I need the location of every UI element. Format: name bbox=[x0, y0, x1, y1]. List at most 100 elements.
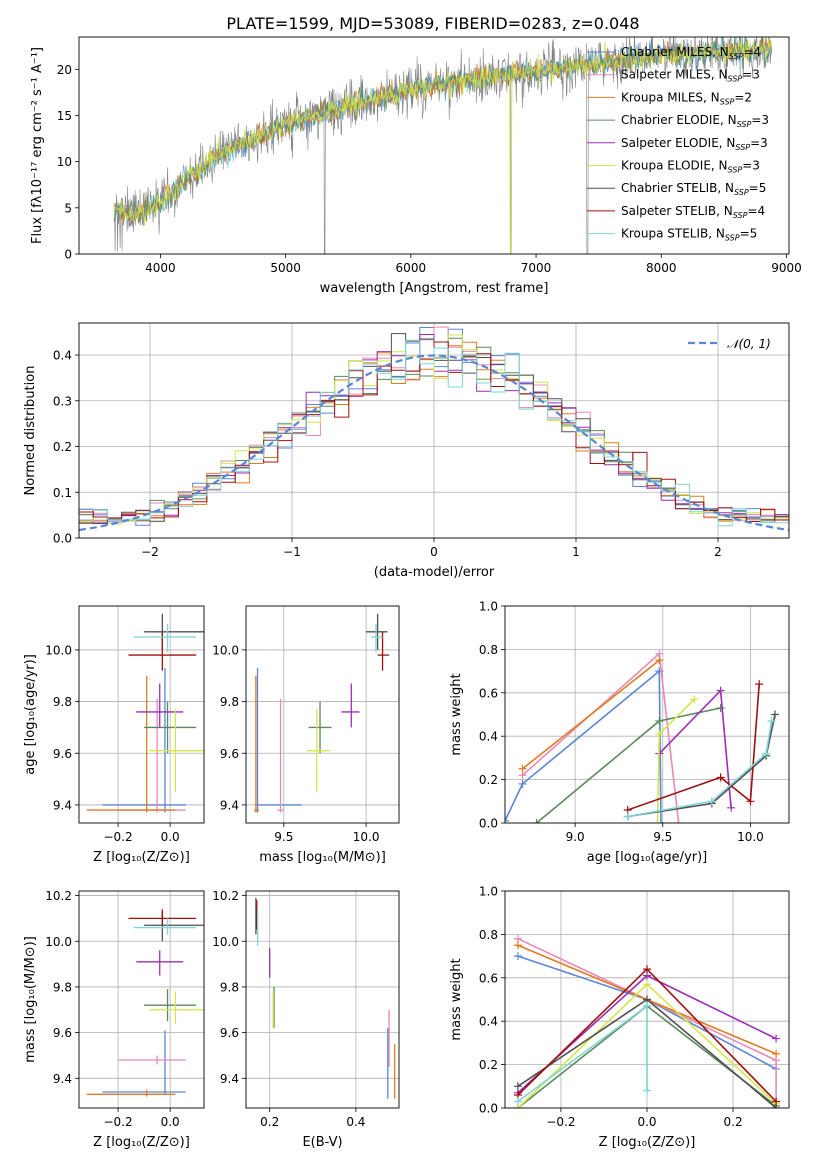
series-line-kroupa_stelib bbox=[517, 1004, 648, 1103]
x-tick-label: 10.0 bbox=[353, 830, 380, 844]
point-marker-chabrier_stelib bbox=[513, 1082, 522, 1091]
series-line-chabrier_stelib bbox=[627, 714, 776, 818]
point-marker-kroupa_stelib bbox=[762, 749, 771, 758]
axes-frame bbox=[245, 605, 400, 824]
point-marker-kroupa_miles bbox=[513, 941, 522, 950]
legend-subscript: SSP bbox=[725, 234, 740, 243]
y-tick-label: 0.1 bbox=[53, 486, 72, 500]
legend-suffix: =3 bbox=[742, 159, 760, 173]
y-tick-label: 0.0 bbox=[53, 532, 72, 546]
legend-label: Salpeter STELIB, N bbox=[621, 204, 733, 218]
legend-suffix: =3 bbox=[742, 68, 760, 82]
y-axis-label: Flux [fλ10⁻¹⁷ erg cm⁻² s⁻¹ A⁻¹] bbox=[30, 47, 45, 244]
axes-frame bbox=[245, 890, 400, 1109]
x-tick-label: 0.0 bbox=[161, 1115, 180, 1129]
point-marker-kroupa_stelib bbox=[643, 1002, 651, 1011]
y-axis-label: Normed distribution bbox=[23, 366, 38, 496]
legend-entry-salpeter_stelib: Salpeter STELIB, NSSP=4 bbox=[621, 204, 765, 220]
point-marker-chabrier_miles bbox=[518, 779, 527, 788]
x-axis-label: Z [log₁₀(Z/Z⊙)] bbox=[599, 1135, 696, 1150]
legend-subscript: SSP bbox=[735, 143, 750, 152]
x-tick-label: −1 bbox=[283, 545, 301, 559]
y-tick-label: 0.0 bbox=[479, 817, 498, 831]
y-tick-label: 10.2 bbox=[45, 889, 72, 903]
x-tick-label: 6000 bbox=[396, 261, 427, 275]
legend-subscript: SSP bbox=[728, 166, 743, 175]
legend-entry-kroupa_elodie: Kroupa ELODIE, NSSP=3 bbox=[621, 159, 760, 175]
y-tick-label: 10.0 bbox=[212, 935, 239, 949]
legend-label: Kroupa ELODIE, N bbox=[621, 159, 728, 173]
y-tick-label: 9.8 bbox=[53, 980, 72, 994]
plot-area-spectrum bbox=[113, 37, 772, 254]
histogram-chabrier_stelib bbox=[79, 333, 789, 538]
y-tick-label: 10.0 bbox=[45, 643, 72, 657]
model-spectrum-kroupa_miles bbox=[113, 38, 772, 225]
point-marker-salpeter_stelib bbox=[643, 965, 651, 974]
legend-entry-chabrier_stelib: Chabrier STELIB, NSSP=5 bbox=[621, 181, 766, 197]
y-tick-label: 20 bbox=[57, 63, 72, 77]
x-tick-label: −0.2 bbox=[546, 1115, 575, 1129]
y-tick-label: 0.4 bbox=[479, 730, 498, 744]
x-tick-label: 9.5 bbox=[274, 830, 293, 844]
x-tick-label: 1 bbox=[572, 545, 580, 559]
model-spectrum-kroupa_elodie bbox=[113, 37, 772, 254]
point-marker-chabrier_miles bbox=[657, 819, 666, 823]
y-tick-label: 9.4 bbox=[53, 1072, 72, 1086]
legend-entry-kroupa_miles: Kroupa MILES, NSSP=2 bbox=[621, 90, 752, 106]
y-tick-label: 10 bbox=[57, 155, 72, 169]
y-tick-label: 0.8 bbox=[479, 928, 498, 942]
y-tick-label: 9.8 bbox=[220, 980, 239, 994]
y-tick-label: 9.8 bbox=[220, 695, 239, 709]
legend-label: Chabrier ELODIE, N bbox=[621, 113, 737, 127]
legend-label: Chabrier MILES, N bbox=[621, 45, 729, 59]
plot-area-age_vs_mass bbox=[254, 613, 390, 813]
y-tick-label: 9.4 bbox=[220, 1072, 239, 1086]
x-tick-label: 7000 bbox=[521, 261, 552, 275]
legend-suffix: =3 bbox=[751, 113, 769, 127]
plot-area-residuals bbox=[79, 326, 789, 538]
y-tick-label: 0.4 bbox=[479, 1015, 498, 1029]
model-spectrum-chabrier_miles bbox=[113, 37, 772, 228]
y-tick-label: 10.0 bbox=[212, 643, 239, 657]
axes-frame bbox=[78, 890, 205, 1109]
x-tick-label: 0 bbox=[430, 545, 438, 559]
y-tick-label: 5 bbox=[64, 201, 72, 215]
y-axis-label: mass [log₁₀(M/M⊙)] bbox=[23, 936, 38, 1063]
axes-frame bbox=[504, 890, 790, 1109]
panel-spectrum: 4000 5000 6000 7000 8000 9000 0 5 10 15 20 waveleng… bbox=[30, 36, 802, 296]
x-axis-label: E(B-V) bbox=[302, 1135, 342, 1150]
legend-subscript: SSP bbox=[737, 120, 752, 129]
legend-suffix: =5 bbox=[749, 181, 767, 195]
point-marker-chabrier_stelib bbox=[770, 710, 779, 719]
legend-subscript: SSP bbox=[720, 97, 735, 106]
point-marker-kroupa_stelib bbox=[513, 1097, 522, 1106]
y-axis-label: mass weight bbox=[449, 958, 464, 1040]
plot-area-mass_vs_z bbox=[86, 909, 204, 1097]
y-tick-label: 0.2 bbox=[53, 440, 72, 454]
legend-label: Chabrier STELIB, N bbox=[621, 181, 734, 195]
x-tick-label: 10.0 bbox=[737, 830, 764, 844]
point-marker-salpeter_elodie bbox=[727, 803, 736, 812]
panel-age_vs_z: −0.2 0.0 9.4 9.6 9.8 10.0 Z [log₁₀(Z/Z⊙)] age [… bbox=[23, 605, 205, 865]
y-tick-label: 9.8 bbox=[53, 695, 72, 709]
point-marker-kroupa_miles bbox=[655, 656, 664, 665]
panel-massweight_vs_z: −0.2 0.0 0.2 0.0 0.2 0.4 0.6 0.8 1.0 Z [log₁₀(Z/Z… bbox=[449, 885, 790, 1150]
x-tick-label: 4000 bbox=[145, 261, 176, 275]
y-tick-label: 9.6 bbox=[53, 747, 72, 761]
y-tick-label: 9.6 bbox=[53, 1026, 72, 1040]
y-tick-label: 0 bbox=[64, 248, 72, 262]
series-line-kroupa_stelib bbox=[627, 720, 773, 818]
plot-area-massweight_vs_age bbox=[505, 649, 779, 823]
series-line-chabrier_miles bbox=[505, 669, 662, 823]
x-tick-label: 9000 bbox=[771, 261, 802, 275]
legend-entry-gaussian: 𝒩(0, 1) bbox=[727, 337, 771, 351]
y-tick-label: 9.6 bbox=[220, 1026, 239, 1040]
point-marker-kroupa_elodie bbox=[655, 730, 664, 739]
x-tick-label: 8000 bbox=[646, 261, 677, 275]
point-marker-kroupa_stelib bbox=[623, 812, 632, 821]
y-tick-label: 0.6 bbox=[479, 971, 498, 985]
x-axis-label: Z [log₁₀(Z/Z⊙)] bbox=[93, 1135, 190, 1150]
point-marker-salpeter_stelib bbox=[755, 680, 764, 689]
plot-area-massweight_vs_z bbox=[513, 934, 781, 1108]
